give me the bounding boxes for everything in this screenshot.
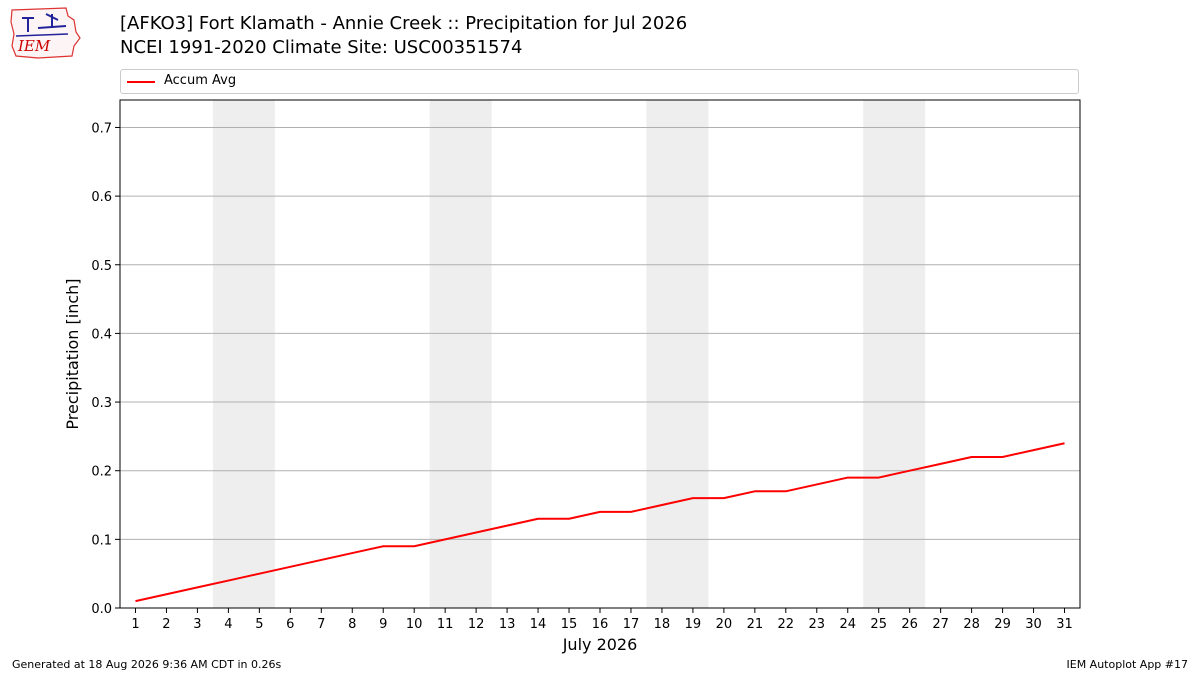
x-tick-label: 10	[406, 617, 423, 632]
series-line-accum-avg	[135, 442, 1065, 603]
iem-logo-icon: IEM	[10, 7, 81, 59]
x-tick-label: 21	[747, 617, 764, 632]
x-tick-label: 22	[778, 617, 795, 632]
x-tick-label: 19	[685, 617, 702, 632]
x-tick-label: 25	[870, 617, 887, 632]
chart-subtitle: NCEI 1991-2020 Climate Site: USC00351574	[120, 37, 523, 58]
legend-swatch-accum-avg	[127, 81, 155, 83]
legend-label-accum-avg: Accum Avg	[164, 73, 237, 88]
y-tick-label: 0.1	[91, 533, 112, 548]
y-tick-label: 0.5	[91, 259, 112, 274]
x-tick-label: 7	[317, 617, 325, 632]
y-axis-label: Precipitation [inch]	[63, 278, 82, 429]
x-tick-label: 9	[379, 617, 387, 632]
x-tick-label: 28	[963, 617, 980, 632]
iem-logo: IEM	[8, 6, 82, 60]
chart-title: [AFKO3] Fort Klamath - Annie Creek :: Pr…	[120, 13, 688, 34]
x-tick-label: 4	[224, 617, 232, 632]
weekend-shade-3	[646, 100, 709, 608]
y-tick-label: 0.0	[91, 602, 112, 617]
x-tick-label: 26	[901, 617, 918, 632]
x-tick-label: 24	[839, 617, 856, 632]
x-tick-label: 31	[1056, 617, 1073, 632]
x-tick-label: 12	[468, 617, 485, 632]
x-axis-label: July 2026	[562, 635, 638, 654]
app-credit: IEM Autoplot App #17	[1066, 658, 1189, 671]
weekend-shade-4	[863, 100, 926, 608]
x-tick-label: 17	[623, 617, 640, 632]
chart-legend: Accum Avg	[120, 69, 1079, 94]
x-tick-label: 23	[809, 617, 826, 632]
logo-text: IEM	[17, 37, 51, 55]
x-tick-label: 18	[654, 617, 671, 632]
y-tick-label: 0.2	[91, 465, 112, 480]
x-tick-label: 5	[255, 617, 263, 632]
y-tick-label: 0.3	[91, 396, 112, 411]
x-tick-label: 11	[437, 617, 454, 632]
x-tick-label: 3	[193, 617, 201, 632]
x-tick-label: 14	[530, 617, 547, 632]
y-tick-label: 0.6	[91, 190, 112, 205]
x-tick-label: 29	[994, 617, 1011, 632]
weekend-shade-1	[212, 100, 275, 608]
x-tick-label: 6	[286, 617, 294, 632]
weekend-shade-2	[429, 100, 492, 608]
plot-frame	[119, 99, 1081, 609]
x-tick-label: 1	[131, 617, 139, 632]
x-tick-label: 27	[932, 617, 949, 632]
x-tick-label: 8	[348, 617, 356, 632]
x-tick-label: 30	[1025, 617, 1042, 632]
y-tick-label: 0.7	[91, 121, 112, 136]
x-tick-label: 15	[561, 617, 578, 632]
x-tick-label: 20	[716, 617, 733, 632]
x-tick-label: 16	[592, 617, 609, 632]
generated-timestamp: Generated at 18 Aug 2026 9:36 AM CDT in …	[12, 658, 282, 671]
y-tick-label: 0.4	[91, 327, 112, 342]
x-tick-label: 2	[162, 617, 170, 632]
x-tick-label: 13	[499, 617, 516, 632]
